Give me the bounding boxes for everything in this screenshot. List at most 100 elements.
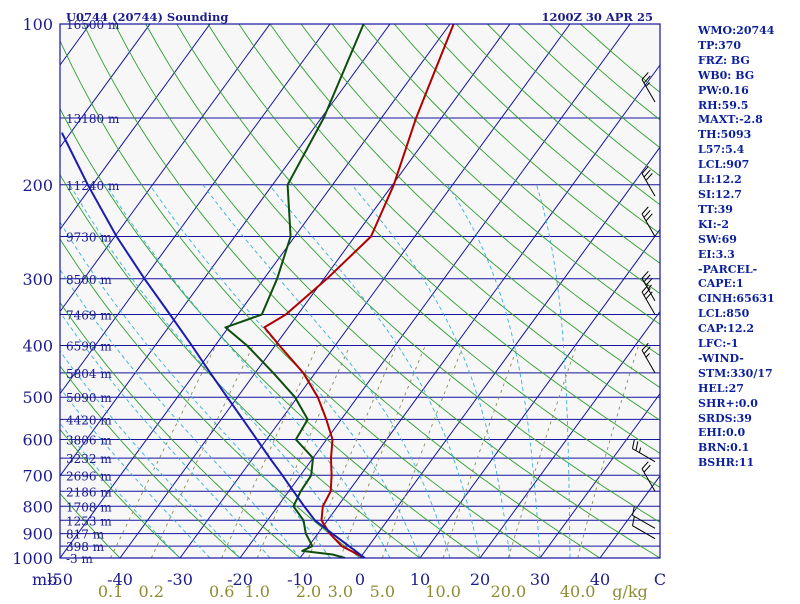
dewpoint-profile-point (277, 278, 278, 279)
pressure-tick-label: 400 (22, 337, 53, 356)
index-row: WMO:20744 (698, 24, 798, 39)
dewpoint-profile-point (290, 236, 291, 237)
temperature-profile-point (330, 491, 331, 492)
parcel-path-point (61, 132, 62, 133)
height-label: 5090 m (66, 391, 112, 405)
index-row: BRN:0.1 (698, 441, 798, 456)
height-label: 3806 m (66, 434, 112, 448)
height-label: 8500 m (66, 273, 112, 287)
height-label: 2696 m (66, 469, 112, 483)
pressure-tick-label: 300 (22, 270, 53, 289)
temperature-profile-point (370, 236, 371, 237)
temperature-profile-point (331, 475, 332, 476)
mixing-ratio-label: 20.0 (491, 582, 527, 600)
dewpoint-profile-point (293, 506, 294, 507)
parcel-path-point (144, 278, 145, 279)
height-label: -3 m (66, 552, 94, 566)
dewpoint-profile-point (311, 475, 312, 476)
height-label: 4420 m (66, 413, 112, 427)
temperature-profile-point (322, 506, 323, 507)
mixing-ratio-label: 0.6 (209, 582, 234, 600)
index-row: TT:39 (698, 203, 798, 218)
pressure-tick-label: 800 (22, 497, 53, 516)
parcel-path-point (293, 491, 294, 492)
temperature-profile-point (279, 345, 280, 346)
parcel-path-point (348, 546, 349, 547)
index-row: EHI:0.0 (698, 426, 798, 441)
height-label: 6590 m (66, 340, 112, 354)
height-label: 13180 m (66, 112, 120, 126)
height-label: 1708 m (66, 500, 112, 514)
temperature-profile-point (285, 314, 286, 315)
parcel-path-point (256, 439, 257, 440)
temperature-profile-point (393, 184, 394, 185)
index-row: EI:3.3 (698, 248, 798, 263)
height-label: 9730 m (66, 230, 112, 244)
index-row: PW:0.16 (698, 84, 798, 99)
dewpoint-profile-point (294, 397, 295, 398)
parcel-path-point (314, 520, 315, 521)
temperature-profile-point (326, 278, 327, 279)
index-row: CINH:65631 (698, 292, 798, 307)
height-label: 7469 m (66, 309, 112, 323)
height-label: 11240 m (66, 179, 120, 193)
dewpoint-profile-point (303, 520, 304, 521)
temperature-tick-label: C (654, 570, 666, 589)
dewpoint-profile-point (295, 439, 296, 440)
index-row: STM:330/17 (698, 367, 798, 382)
parcel-path-point (269, 457, 270, 458)
pressure-tick-label: 900 (22, 525, 53, 544)
index-row: CAP:12.2 (698, 322, 798, 337)
dewpoint-profile-point (300, 491, 301, 492)
index-row: SRDS:39 (698, 412, 798, 427)
parcel-path-point (282, 475, 283, 476)
pressure-tick-label: 1000 (12, 549, 53, 568)
observation-time: 1200Z 30 APR 25 (541, 10, 653, 24)
pressure-tick-label: 200 (22, 176, 53, 195)
mixing-ratio-label: 0.2 (139, 582, 164, 600)
mixing-ratio-label: 2.0 (296, 582, 321, 600)
index-row: LCL:907 (698, 158, 798, 173)
mixing-ratio-label: 40.0 (560, 582, 596, 600)
index-row: CAPE:1 (698, 277, 798, 292)
parcel-path-point (169, 314, 170, 315)
index-row: -PARCEL- (698, 263, 798, 278)
dewpoint-profile-point (305, 533, 306, 534)
parcel-path-point (191, 345, 192, 346)
mixing-ratio-unit-label: g/kg (612, 582, 648, 600)
parcel-path-point (227, 397, 228, 398)
index-row: TH:5093 (698, 128, 798, 143)
index-row: WB0: BG (698, 69, 798, 84)
temperature-profile-point (332, 439, 333, 440)
mixing-ratio-label: 5.0 (370, 582, 395, 600)
dewpoint-profile-point (312, 546, 313, 547)
station-title: U0744 (20744) Sounding (66, 10, 228, 24)
temperature-profile-point (264, 327, 265, 328)
pressure-tick-label: 700 (22, 466, 53, 485)
parcel-path-point (242, 419, 243, 420)
mixing-ratio-label: 1.0 (244, 582, 269, 600)
index-row: HEL:27 (698, 382, 798, 397)
temperature-profile-point (341, 546, 342, 547)
dewpoint-profile-point (246, 345, 247, 346)
temperature-profile-point (326, 419, 327, 420)
dewpoint-profile-point (273, 372, 274, 373)
temperature-profile-point (317, 397, 318, 398)
pressure-tick-label: 600 (22, 431, 53, 450)
index-row: TP:370 (698, 39, 798, 54)
index-row: SI:12.7 (698, 188, 798, 203)
temperature-tick-label: 0 (355, 570, 365, 589)
temperature-tick-label: -30 (167, 570, 193, 589)
pressure-tick-label: 100 (22, 15, 53, 34)
parcel-path-point (116, 236, 117, 237)
index-row: MAXT:-2.8 (698, 113, 798, 128)
pressure-tick-label: 500 (22, 388, 53, 407)
temperature-profile-point (416, 117, 417, 118)
parcel-path-point (332, 533, 333, 534)
dewpoint-profile-point (332, 554, 333, 555)
index-row: L57:5.4 (698, 143, 798, 158)
index-row: SHR+:0.0 (698, 397, 798, 412)
